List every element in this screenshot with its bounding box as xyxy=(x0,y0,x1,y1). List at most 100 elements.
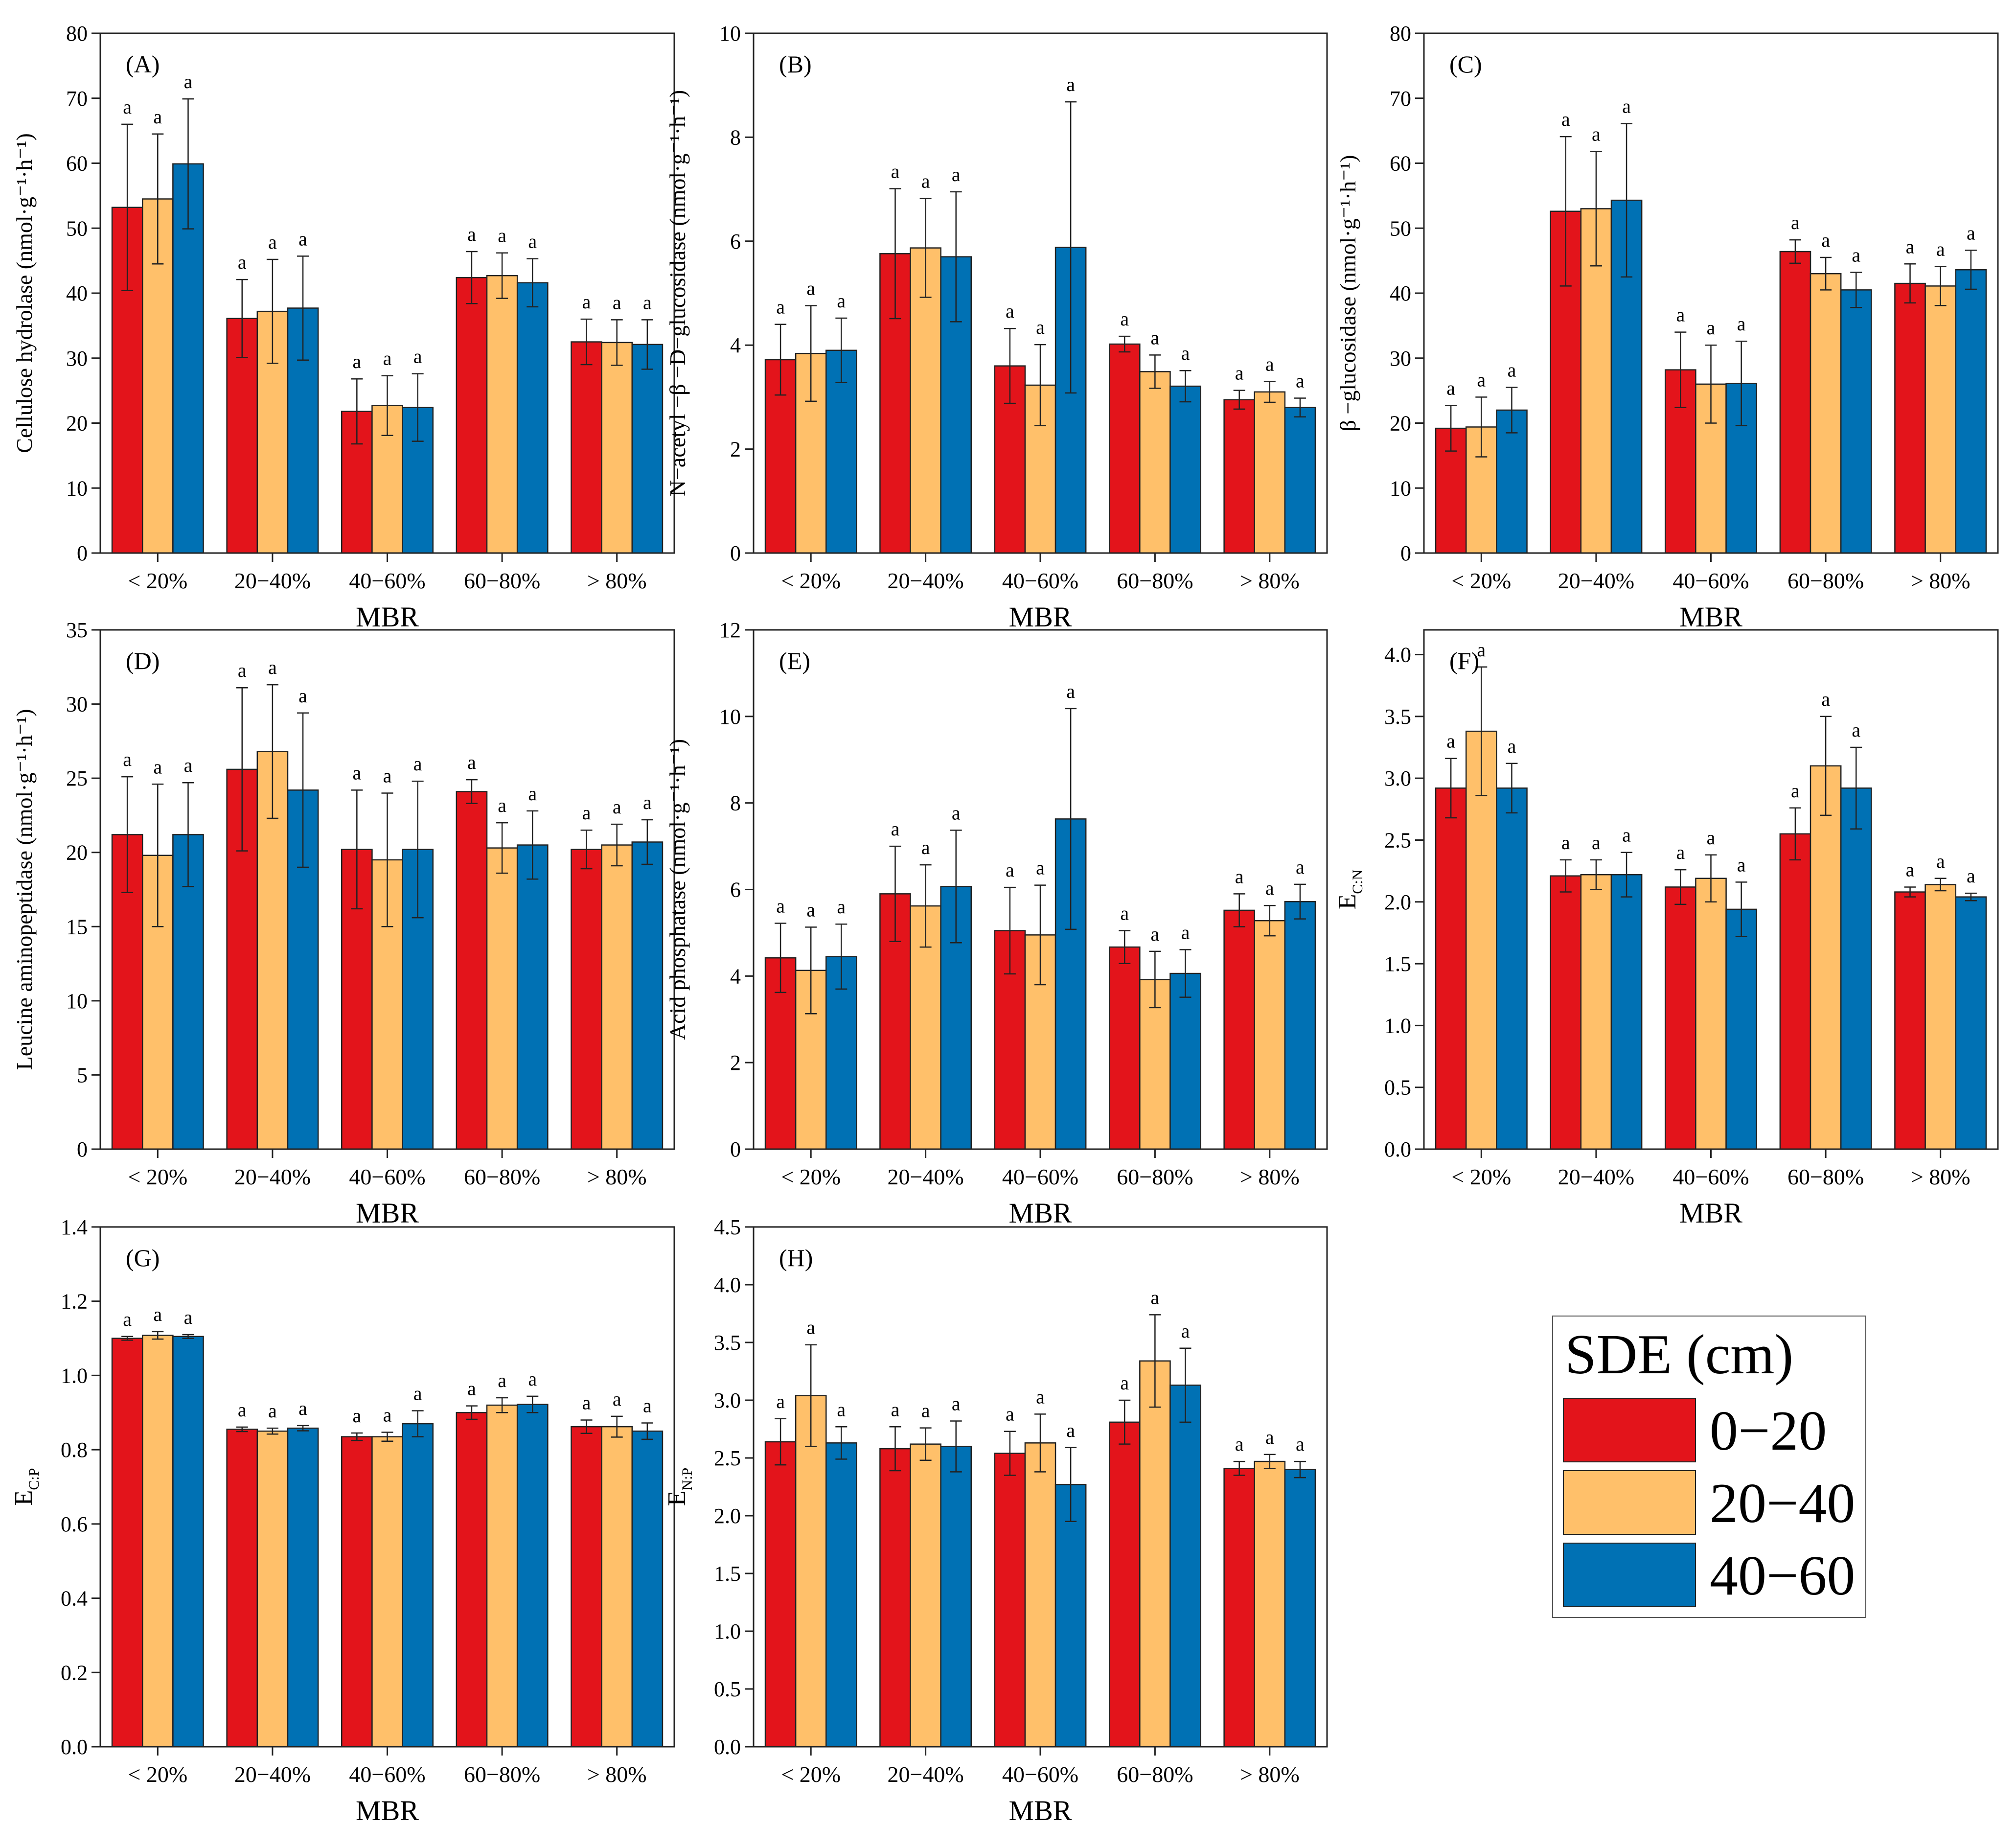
plot-frame xyxy=(753,1226,1328,1748)
bar-0-20-4 xyxy=(1108,1421,1141,1748)
panel-label: (C) xyxy=(1449,50,1482,78)
significance-letter: a xyxy=(238,659,247,681)
x-tick-label: 40−60% xyxy=(349,568,425,593)
bar-40-60-4 xyxy=(1840,787,1872,1150)
bar-0-20-5 xyxy=(571,1426,602,1748)
significance-letter: a xyxy=(806,899,815,921)
plot-frame xyxy=(99,1226,675,1748)
y-tick-label: 80 xyxy=(66,22,88,46)
significance-letter: a xyxy=(891,1398,900,1420)
significance-letter: a xyxy=(582,1391,591,1413)
significance-letter: a xyxy=(1821,229,1830,251)
bar-20-40-5 xyxy=(601,844,633,1150)
y-axis-title: Cellulose hydrolase (nmol·g⁻¹·h⁻¹) xyxy=(12,133,37,453)
y-tick-label: 1.5 xyxy=(1384,952,1411,976)
bar-20-40-2 xyxy=(910,1443,941,1748)
x-tick-label: < 20% xyxy=(128,1762,187,1787)
significance-letter: a xyxy=(467,223,476,245)
y-tick-label: 2.0 xyxy=(1384,890,1411,914)
x-tick-label: 60−80% xyxy=(464,1762,540,1787)
significance-letter: a xyxy=(467,751,476,773)
bar-40-60-1 xyxy=(172,1336,204,1748)
y-tick-label: 4 xyxy=(730,333,741,357)
significance-letter: a xyxy=(1120,308,1129,330)
significance-letter: a xyxy=(383,764,392,786)
significance-letter: a xyxy=(1006,300,1014,322)
significance-letter: a xyxy=(1151,1286,1160,1308)
y-tick-label: 60 xyxy=(66,152,88,176)
y-tick-label: 25 xyxy=(66,766,88,790)
x-tick-label: < 20% xyxy=(781,1164,841,1189)
significance-letter: a xyxy=(1906,235,1915,257)
x-tick-label: 40−60% xyxy=(1002,1762,1078,1787)
significance-letter: a xyxy=(123,1308,132,1330)
bar-40-60-5 xyxy=(1284,901,1316,1150)
significance-letter: a xyxy=(643,791,652,813)
y-tick-label: 3.5 xyxy=(1384,705,1411,729)
significance-letter: a xyxy=(1181,921,1190,943)
significance-letter: a xyxy=(1592,123,1601,145)
bar-0-20-5 xyxy=(571,341,602,554)
x-tick-label: < 20% xyxy=(1451,1164,1511,1189)
x-axis-title: MBR xyxy=(1679,601,1742,633)
significance-letter: a xyxy=(123,748,132,770)
significance-letter: a xyxy=(268,231,277,253)
y-tick-label: 0 xyxy=(1400,541,1411,565)
y-tick-label: 4.5 xyxy=(714,1215,741,1239)
plot-frame xyxy=(99,32,675,554)
x-axis-title: MBR xyxy=(1009,1197,1072,1229)
y-tick-label: 4 xyxy=(730,964,741,988)
bar-20-40-3 xyxy=(1695,878,1727,1150)
x-tick-label: 40−60% xyxy=(1002,1164,1078,1189)
y-axis-title: Acid phosphatase (nmol·g⁻¹·h⁻¹) xyxy=(665,739,690,1040)
significance-letter: a xyxy=(806,1317,815,1339)
y-tick-label: 2 xyxy=(730,1051,741,1075)
y-tick-label: 50 xyxy=(66,216,88,240)
legend-label-0-20: 0−20 xyxy=(1710,1400,1827,1462)
bar-20-40-4 xyxy=(486,847,518,1150)
y-tick-label: 10 xyxy=(719,22,741,46)
y-tick-label: 0.5 xyxy=(1384,1076,1411,1100)
significance-letter: a xyxy=(1235,865,1244,887)
significance-letter: a xyxy=(1006,1403,1014,1425)
plot-frame xyxy=(753,32,1328,554)
panel-label: (D) xyxy=(126,647,160,674)
bar-40-60-4 xyxy=(516,1404,549,1748)
significance-letter: a xyxy=(1036,857,1045,879)
bar-20-40-5 xyxy=(1924,285,1957,554)
bar-0-20-1 xyxy=(1435,787,1467,1150)
x-tick-label: 40−60% xyxy=(349,1762,425,1787)
bar-20-40-1 xyxy=(141,1335,174,1748)
y-tick-label: 30 xyxy=(66,347,88,370)
legend-swatch-40-60 xyxy=(1563,1543,1696,1607)
y-tick-label: 30 xyxy=(1390,347,1411,370)
significance-letter: a xyxy=(1296,370,1305,392)
x-tick-label: < 20% xyxy=(128,568,187,593)
y-tick-label: 0.2 xyxy=(61,1661,88,1685)
bar-40-60-1 xyxy=(825,349,857,554)
significance-letter: a xyxy=(837,896,846,918)
significance-letter: a xyxy=(352,350,361,372)
y-tick-label: 70 xyxy=(1390,87,1411,111)
x-axis-title: MBR xyxy=(1009,1795,1072,1826)
plot-frame xyxy=(99,629,675,1150)
significance-letter: a xyxy=(1066,680,1075,702)
significance-letter: a xyxy=(613,796,621,818)
significance-letter: a xyxy=(582,291,591,313)
significance-letter: a xyxy=(1066,73,1075,95)
panel-1: a aa< 20%aa a20−40%a a a40−60%a a a60−80%a a a> … xyxy=(12,22,675,633)
significance-letter: a xyxy=(952,1392,961,1414)
significance-letter: a xyxy=(1265,1426,1274,1448)
bar-20-40-5 xyxy=(601,1426,633,1748)
y-tick-label: 2.0 xyxy=(714,1504,741,1528)
panel-label: (G) xyxy=(126,1244,160,1271)
significance-letter: a xyxy=(238,1399,247,1421)
significance-letter: a xyxy=(1852,244,1860,266)
significance-letter: a xyxy=(1676,304,1685,326)
bar-0-20-4 xyxy=(456,791,488,1150)
y-tick-label: 1.0 xyxy=(61,1364,88,1387)
x-tick-label: 20−40% xyxy=(234,1762,311,1787)
y-tick-label: 20 xyxy=(1390,412,1411,436)
y-axis-title: EC:P xyxy=(10,1468,42,1506)
